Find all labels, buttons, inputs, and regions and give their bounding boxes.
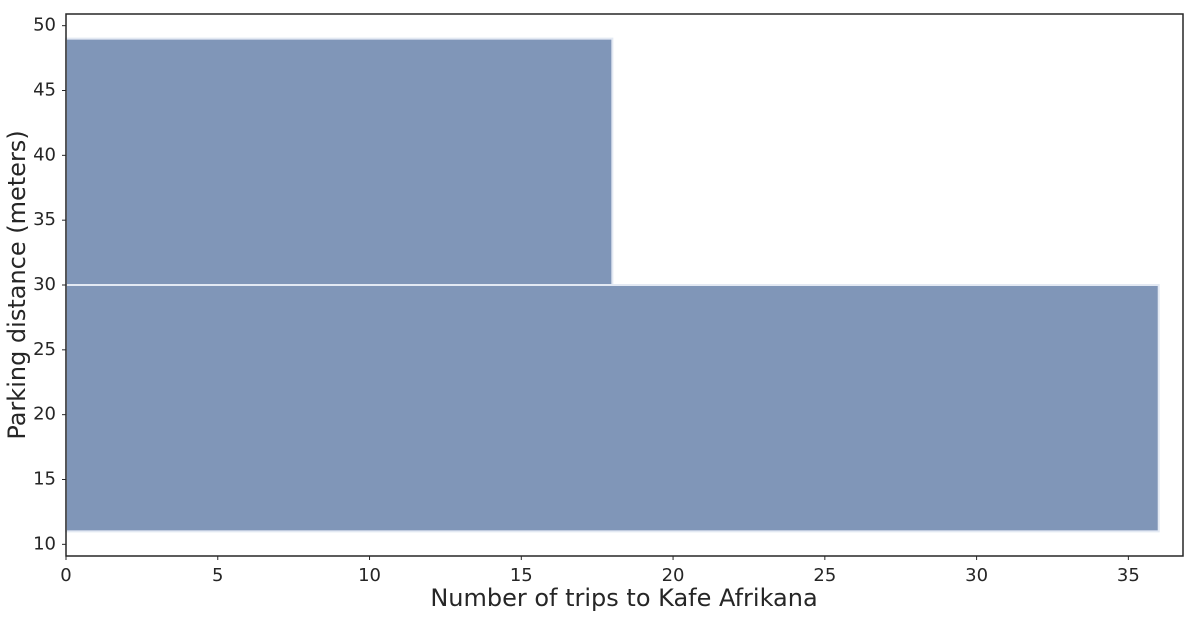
x-tick-label: 25: [813, 565, 836, 586]
x-axis-label: Number of trips to Kafe Afrikana: [430, 584, 817, 612]
x-tick-label: 15: [510, 565, 533, 586]
x-tick-label: 5: [212, 565, 223, 586]
y-tick-label: 35: [33, 209, 56, 230]
y-tick-label: 25: [33, 339, 56, 360]
y-tick-label: 10: [33, 533, 56, 554]
bar: [65, 284, 1160, 533]
y-tick-label: 15: [33, 468, 56, 489]
x-tick-label: 20: [662, 565, 685, 586]
x-tick-label: 0: [60, 565, 71, 586]
plot-frame: [65, 13, 1184, 557]
y-tick-label: 30: [33, 274, 56, 295]
y-tick-label: 50: [33, 15, 56, 36]
x-tick-label: 10: [358, 565, 381, 586]
x-tick-label: 30: [965, 565, 988, 586]
y-tick-label: 45: [33, 80, 56, 101]
y-tick-label: 20: [33, 404, 56, 425]
x-tick-label: 35: [1117, 565, 1140, 586]
bar: [65, 37, 614, 286]
y-axis-label: Parking distance (meters): [3, 130, 31, 439]
y-tick-label: 40: [33, 144, 56, 165]
